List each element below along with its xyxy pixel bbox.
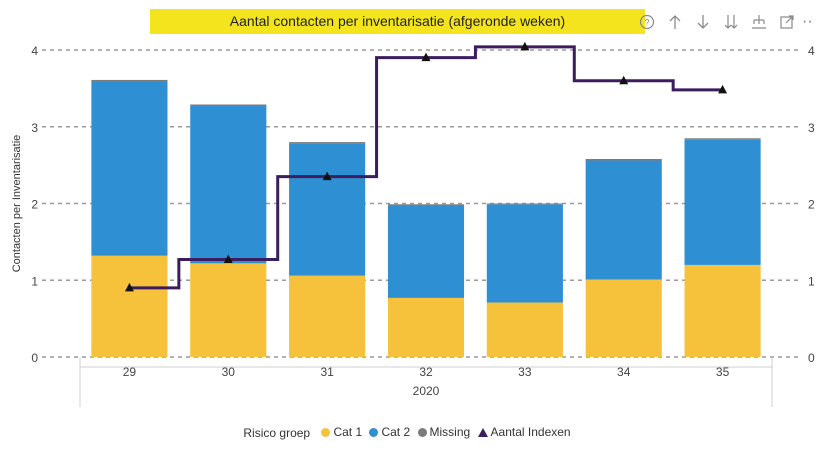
svg-text:?: ? [644, 18, 649, 28]
y-tick-label: 2 [31, 198, 38, 212]
chart-title-bar: Aantal contacten per inventarisatie (afg… [150, 9, 645, 34]
sort-down-icon[interactable] [690, 10, 716, 34]
legend-marker-cat2 [369, 427, 379, 437]
bar-missing [585, 158, 662, 161]
line-marker-point [520, 41, 530, 51]
sort-up-icon[interactable] [662, 10, 688, 34]
expand-hierarchy-icon[interactable] [746, 10, 772, 34]
y-tick-label: 0 [31, 351, 38, 365]
legend-item-cat2[interactable]: Cat 2 [369, 425, 410, 439]
x-tick-label: 31 [320, 365, 334, 379]
bar-missing [190, 104, 267, 107]
bar-cat-2 [289, 143, 366, 276]
x-tick-label: 32 [419, 365, 433, 379]
x-tick-label: 33 [518, 365, 532, 379]
legend-marker-missing [417, 427, 427, 437]
y-axis-label: Contacten per Inventarisatie [11, 135, 23, 273]
x-tick-label: 29 [123, 365, 137, 379]
legend-item-cat1[interactable]: Cat 1 [321, 425, 362, 439]
x-group-label: 2020 [413, 384, 440, 398]
chart-legend: Risico groep Cat 1 Cat 2 Missing Aantal … [0, 425, 816, 440]
legend-item-missing[interactable]: Missing [417, 425, 471, 439]
x-tick-label: 34 [617, 365, 631, 379]
bar-cat-1 [387, 297, 465, 357]
line-marker-point [124, 282, 134, 292]
line-marker-point [322, 171, 332, 181]
bar-cat-2 [486, 204, 563, 303]
bar-cat-1 [684, 264, 761, 357]
more-options-label: ·· [802, 13, 813, 30]
bar-cat-1 [585, 279, 662, 357]
bar-missing [387, 204, 465, 206]
more-options-icon[interactable]: ·· [802, 10, 816, 34]
y-tick-label: 4 [31, 44, 38, 58]
bar-missing [486, 203, 563, 205]
legend-item-aantal-indexen[interactable]: Aantal Indexen [477, 425, 571, 439]
bar-cat-1 [91, 255, 168, 357]
bar-missing [684, 138, 761, 140]
line-marker-point [421, 52, 431, 62]
visual-toolbar: ? ·· [634, 10, 816, 34]
y-tick-label: 3 [31, 121, 38, 135]
bar-cat-2 [387, 205, 465, 298]
bar-missing [289, 142, 366, 144]
bar-missing [91, 79, 168, 82]
legend-marker-aantal-indexen [477, 427, 488, 437]
y2-tick-label: 0 [808, 351, 815, 365]
y2-tick-label: 2 [808, 198, 815, 212]
legend-label-cat1: Cat 1 [333, 425, 363, 439]
y2-tick-label: 3 [808, 121, 815, 135]
focus-mode-icon[interactable] [774, 10, 800, 34]
line-marker-point [619, 75, 629, 85]
help-icon[interactable]: ? [634, 10, 660, 34]
bar-cat-2 [684, 139, 761, 265]
chart-title: Aantal contacten per inventarisatie (afg… [229, 13, 566, 29]
bar-cat-2 [190, 106, 267, 264]
legend-title: Risico groep [243, 425, 311, 440]
bar-cat-1 [486, 302, 563, 357]
x-tick-label: 30 [222, 365, 236, 379]
line-marker-point [223, 254, 233, 264]
line-marker-point [718, 84, 728, 94]
legend-label-missing: Missing [429, 425, 471, 439]
y2-tick-label: 4 [808, 44, 815, 58]
y2-tick-label: 1 [808, 274, 815, 288]
bar-cat-1 [289, 275, 366, 357]
y-tick-label: 1 [31, 274, 38, 288]
bar-cat-2 [585, 160, 662, 280]
x-tick-label: 35 [716, 365, 730, 379]
bar-cat-1 [190, 263, 267, 357]
drill-down-icon[interactable] [718, 10, 744, 34]
legend-label-cat2: Cat 2 [381, 425, 411, 439]
legend-marker-cat1 [321, 427, 331, 437]
bar-cat-2 [91, 81, 168, 256]
legend-label-aantal-indexen: Aantal Indexen [490, 425, 571, 439]
